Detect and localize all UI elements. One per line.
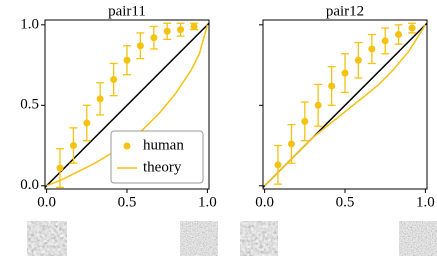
figure: pair11 0.0 0.5 1.0 0.0 0.5 1.0 human theory pair1… [0, 0, 437, 256]
data-point [70, 142, 77, 149]
legend-label: human [143, 137, 184, 153]
texture-patch [27, 221, 67, 256]
data-point [368, 45, 375, 52]
data-point [150, 34, 157, 41]
data-point [124, 57, 131, 64]
data-point [328, 82, 335, 89]
data-point [274, 161, 281, 168]
texture-patch [240, 221, 278, 256]
x-tick-label: 1.0 [416, 194, 435, 210]
data-point [177, 26, 184, 33]
data-point [382, 37, 389, 44]
texture-patch [180, 221, 218, 256]
data-point [342, 70, 349, 77]
data-point [315, 102, 322, 109]
data-point [164, 28, 171, 35]
data-point [97, 95, 104, 102]
panel-title: pair12 [326, 3, 364, 19]
legend-marker [124, 143, 131, 150]
y-tick-label: 0.0 [20, 177, 39, 193]
data-point [137, 42, 144, 49]
data-point [191, 23, 198, 30]
data-point [355, 57, 362, 64]
data-point [56, 165, 63, 172]
x-tick-label: 0.5 [118, 194, 137, 210]
x-tick-label: 0.0 [37, 194, 56, 210]
x-tick-label: 0.5 [336, 194, 355, 210]
data-point [83, 120, 90, 127]
legend: human theory [111, 131, 203, 183]
data-point [110, 76, 117, 83]
data-point [395, 31, 402, 38]
x-tick-label: 1.0 [198, 194, 217, 210]
x-tick-label: 0.0 [255, 194, 274, 210]
y-tick-label: 0.5 [20, 97, 39, 113]
data-point [301, 118, 308, 125]
texture-patch [399, 221, 437, 256]
data-point [288, 140, 295, 147]
y-tick-label: 1.0 [20, 16, 39, 32]
panel-title: pair11 [108, 3, 146, 19]
data-point [409, 25, 416, 32]
legend-label: theory [143, 159, 182, 175]
